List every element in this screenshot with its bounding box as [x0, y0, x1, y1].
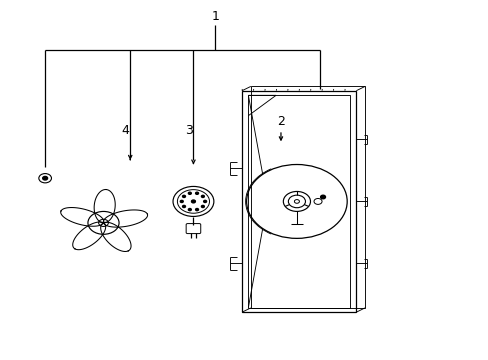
Circle shape — [180, 201, 183, 203]
Circle shape — [195, 192, 198, 194]
Circle shape — [320, 195, 325, 199]
Text: 1: 1 — [211, 10, 219, 23]
Circle shape — [195, 208, 198, 211]
Circle shape — [42, 176, 47, 180]
Circle shape — [182, 195, 185, 198]
Circle shape — [201, 206, 204, 208]
Circle shape — [182, 206, 185, 208]
Circle shape — [188, 208, 191, 211]
Circle shape — [188, 192, 191, 194]
Circle shape — [191, 200, 195, 203]
Text: 2: 2 — [277, 115, 285, 128]
Text: 3: 3 — [184, 124, 192, 137]
Circle shape — [203, 201, 206, 203]
Circle shape — [201, 195, 204, 198]
Text: 4: 4 — [121, 124, 129, 137]
